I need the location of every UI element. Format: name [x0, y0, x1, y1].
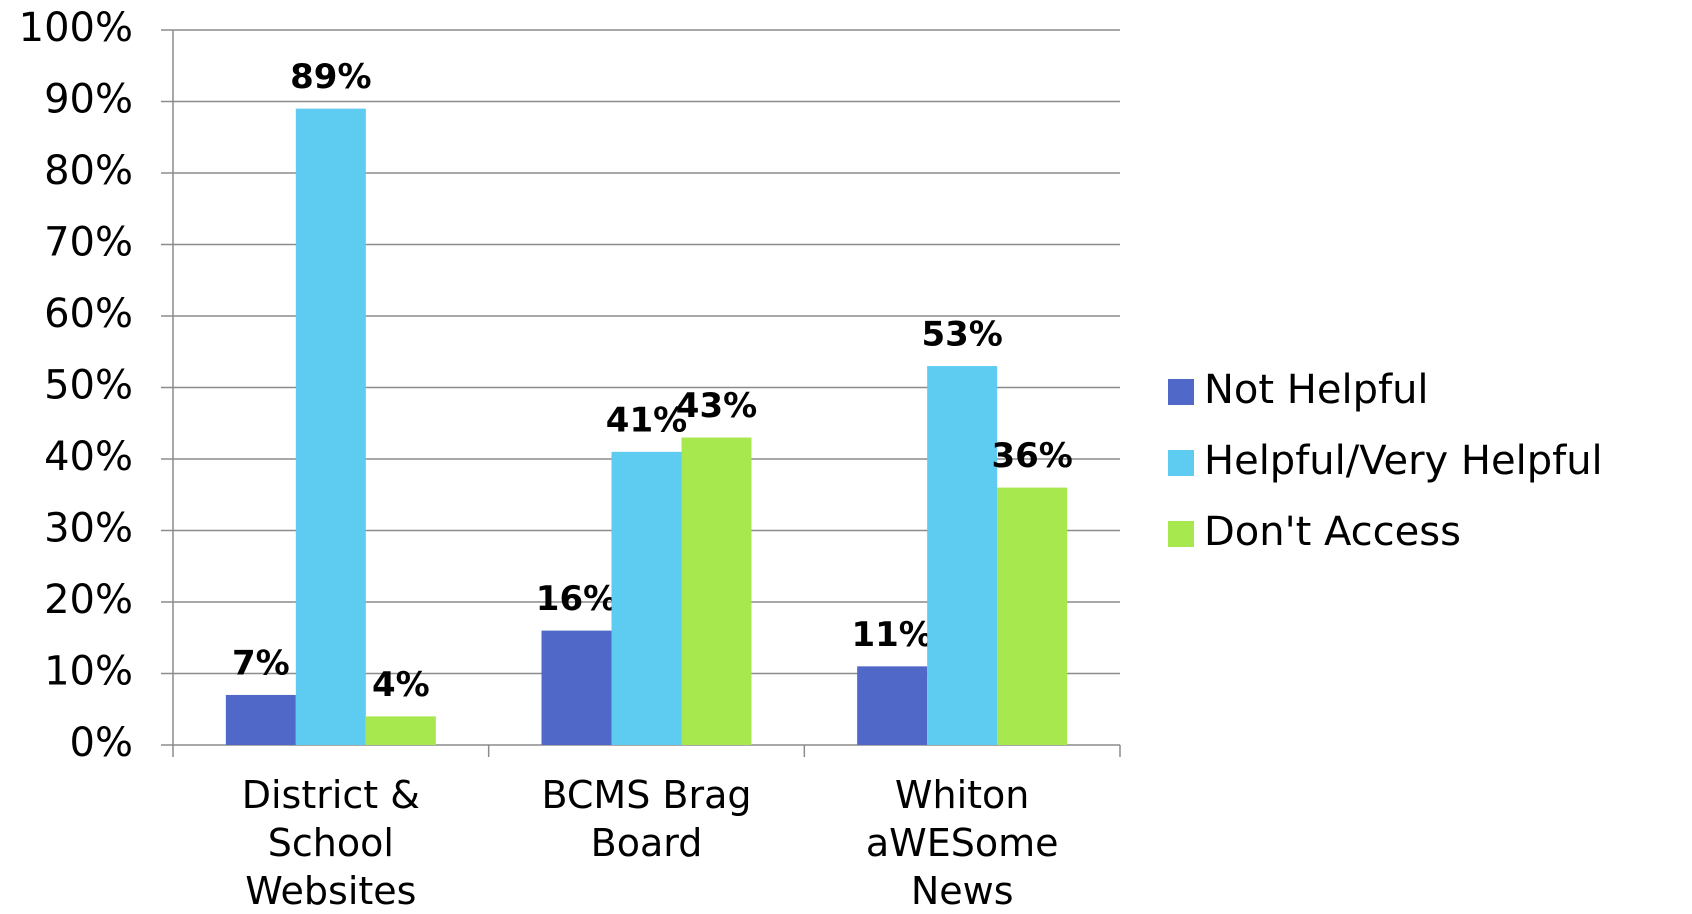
- legend-swatch: [1168, 379, 1194, 405]
- data-label: 41%: [606, 400, 687, 440]
- legend-swatch: [1168, 521, 1194, 547]
- legend-label: Don't Access: [1204, 509, 1461, 555]
- y-tick-label: 20%: [44, 577, 133, 623]
- data-label: 4%: [372, 665, 430, 705]
- y-tick-label: 70%: [44, 220, 133, 266]
- y-tick-label: 40%: [44, 434, 133, 480]
- bar: [611, 451, 682, 745]
- data-label: 16%: [536, 579, 617, 619]
- y-tick-label: 60%: [44, 291, 133, 337]
- x-tick-label: District & School Websites: [241, 773, 420, 913]
- x-tick-label: BCMS Brag Board: [541, 773, 752, 865]
- data-label: 43%: [676, 386, 757, 426]
- y-tick-label: 100%: [19, 5, 133, 51]
- legend-label: Helpful/Very Helpful: [1204, 438, 1603, 484]
- bar: [681, 437, 752, 745]
- y-tick-label: 80%: [44, 148, 133, 194]
- bar: [997, 487, 1068, 745]
- data-label: 11%: [851, 615, 932, 655]
- bar: [857, 666, 928, 745]
- bar: [295, 108, 366, 745]
- legend-swatch: [1168, 450, 1194, 476]
- y-tick-label: 90%: [44, 77, 133, 123]
- data-label: 53%: [921, 315, 1002, 355]
- data-label: 89%: [290, 57, 371, 97]
- bar: [365, 716, 436, 745]
- y-tick-label: 10%: [44, 649, 133, 695]
- y-tick-label: 30%: [44, 506, 133, 552]
- bar: [927, 366, 998, 745]
- y-tick-label: 50%: [44, 363, 133, 409]
- x-tick-label: Whiton aWESome News: [865, 773, 1059, 913]
- legend-label: Not Helpful: [1204, 367, 1429, 413]
- data-label: 7%: [232, 643, 290, 683]
- bar: [541, 630, 612, 745]
- data-label: 36%: [991, 436, 1072, 476]
- bar: [225, 694, 296, 745]
- y-tick-label: 0%: [70, 720, 133, 766]
